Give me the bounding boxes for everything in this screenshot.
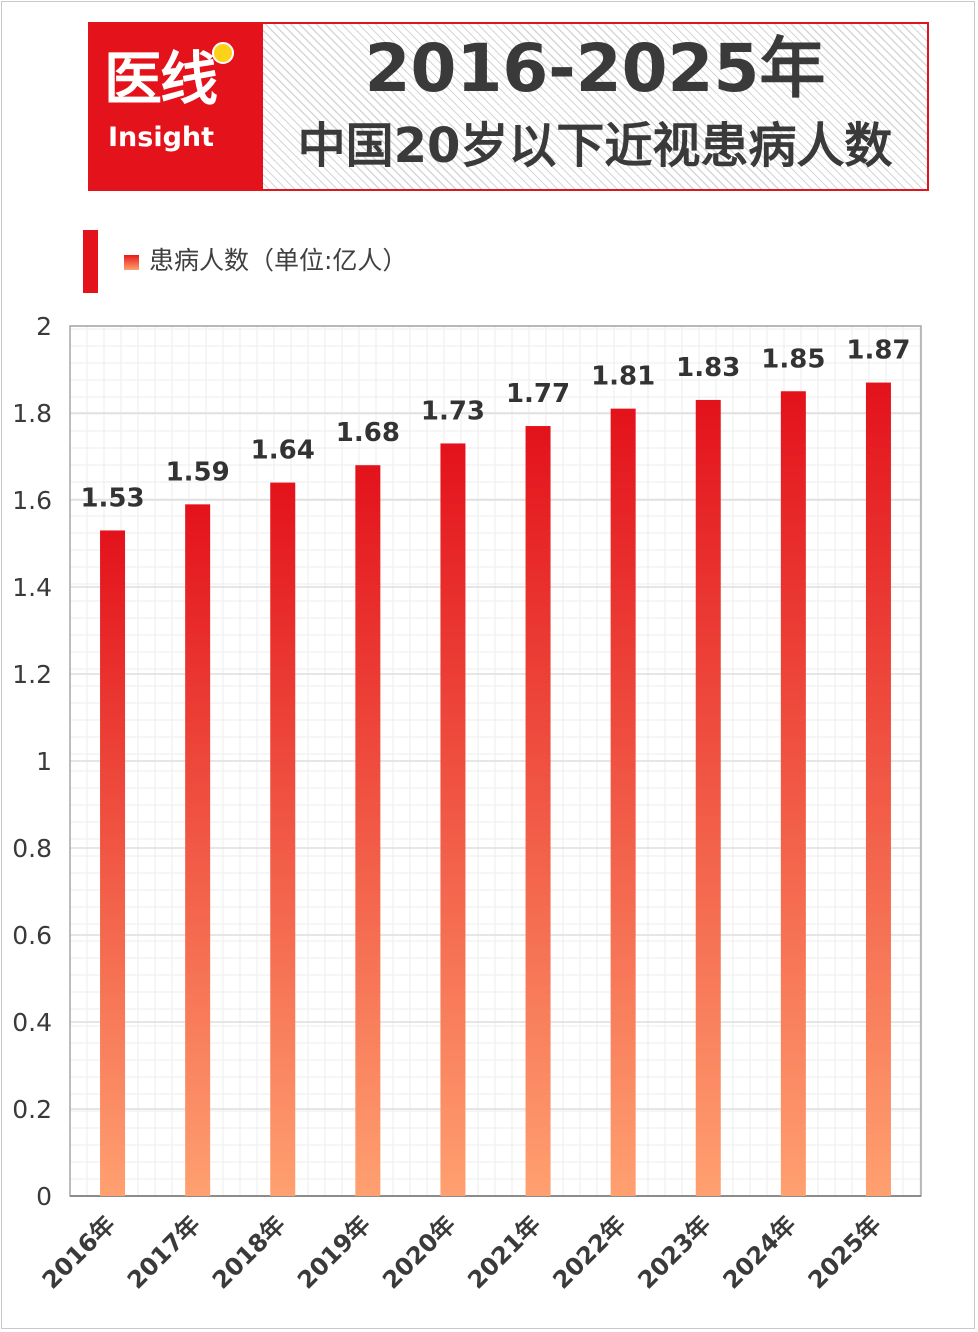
- data-label: 1.87: [846, 336, 910, 366]
- x-tick-label: 2018年: [207, 1210, 291, 1294]
- data-label: 1.73: [421, 396, 485, 426]
- logo-chinese-text: 医线: [104, 45, 218, 113]
- data-label: 1.85: [761, 344, 825, 374]
- logo-dot-icon: [212, 42, 234, 64]
- bar-2019年: [355, 465, 381, 1196]
- data-label: 1.83: [676, 353, 740, 383]
- data-labels: 1.53 1.59 1.64 1.68 1.73 1.77 1.81 1.83 1.85 1.87: [80, 336, 910, 514]
- y-tick-label: 1.8: [12, 399, 52, 428]
- x-tick-label: 2022年: [547, 1210, 631, 1294]
- data-label: 1.64: [251, 436, 315, 466]
- bar-2017年: [185, 504, 211, 1197]
- y-axis-ticks: 0 0.2 0.4 0.6 0.8 1 1.2 1.4 1.6 1.8 2: [12, 312, 52, 1211]
- y-tick-label: 0.2: [12, 1095, 52, 1124]
- x-tick-label: 2021年: [462, 1210, 546, 1294]
- y-tick-label: 0.8: [12, 834, 52, 863]
- y-tick-label: 2: [36, 312, 52, 341]
- brand-logo: 医线 Insight: [90, 24, 263, 189]
- y-tick-label: 0.4: [12, 1008, 52, 1037]
- bar-2021年: [525, 426, 551, 1196]
- logo-english-text: Insight: [108, 122, 215, 153]
- data-label: 1.53: [80, 483, 144, 513]
- chart-title-line2: 中国20岁以下近视患病人数: [297, 118, 893, 174]
- data-label: 1.81: [591, 362, 655, 392]
- x-axis-ticks: 2016年 2017年 2018年 2019年 2020年 2021年 2022年 2023年…: [37, 1210, 887, 1294]
- x-tick-label: 2023年: [632, 1210, 716, 1294]
- y-tick-label: 1: [36, 747, 52, 776]
- legend-swatch: [124, 255, 139, 270]
- bar-2022年: [610, 408, 636, 1196]
- bar-2020年: [440, 443, 466, 1196]
- y-tick-label: 1.4: [12, 573, 52, 602]
- legend-accent-bar: [83, 230, 98, 293]
- chart-title-line1: 2016-2025年: [364, 30, 826, 107]
- bar-2023年: [695, 399, 721, 1196]
- y-tick-label: 1.6: [12, 486, 52, 515]
- bar-2018年: [270, 482, 296, 1197]
- y-tick-label: 0.6: [12, 921, 52, 950]
- bars: [100, 382, 891, 1197]
- y-tick-label: 1.2: [12, 660, 52, 689]
- x-tick-label: 2024年: [718, 1210, 802, 1294]
- data-label: 1.77: [506, 379, 570, 409]
- bar-2016年: [100, 530, 126, 1196]
- axes: [69, 325, 922, 1197]
- data-label: 1.59: [166, 457, 230, 487]
- title-banner: 医线 Insight 2016-2025年 中国20岁以下近视患病人数: [88, 22, 929, 191]
- bar-2025年: [865, 382, 891, 1196]
- legend-label: 患病人数（单位:亿人）: [149, 246, 408, 275]
- x-tick-label: 2016年: [37, 1210, 121, 1294]
- x-tick-label: 2025年: [803, 1210, 887, 1294]
- x-tick-label: 2020年: [377, 1210, 461, 1294]
- x-tick-label: 2019年: [292, 1210, 376, 1294]
- data-label: 1.68: [336, 418, 400, 448]
- bar-2024年: [780, 391, 806, 1196]
- x-tick-label: 2017年: [122, 1210, 206, 1294]
- y-tick-label: 0: [36, 1182, 52, 1211]
